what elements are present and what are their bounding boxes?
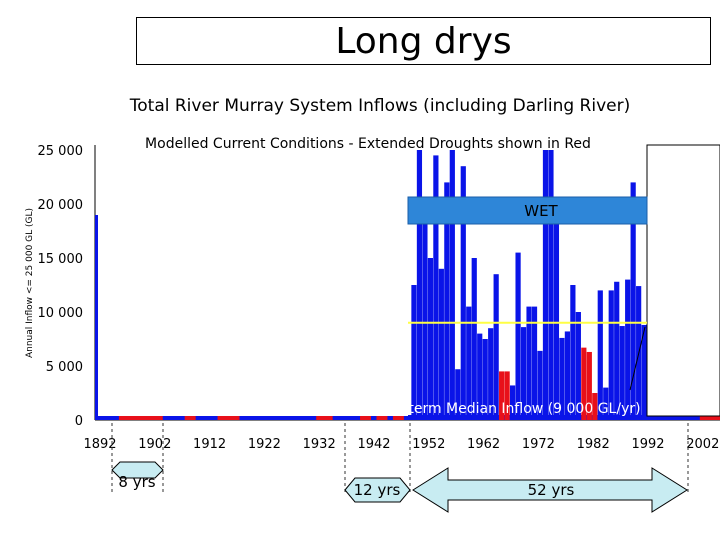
y-tick-label: 15 000 xyxy=(38,252,84,267)
drought-strip xyxy=(376,415,388,420)
bar xyxy=(641,324,647,420)
y-axis-title: Annual Inflow <= 25 000 GL (GL) xyxy=(25,208,35,358)
bar xyxy=(603,387,609,420)
bar xyxy=(515,252,521,420)
bar xyxy=(449,150,455,420)
baseline-strip xyxy=(95,415,720,420)
bar xyxy=(531,306,538,420)
x-tick-label: 2002 xyxy=(686,437,719,452)
bar xyxy=(592,393,598,420)
bar xyxy=(411,285,417,420)
x-tick-label: 1902 xyxy=(138,437,171,452)
x-tick-label: 1952 xyxy=(412,437,445,452)
y-tick-label: 10 000 xyxy=(38,306,84,321)
span-52-yrs: 52 yrs xyxy=(412,467,688,513)
bar xyxy=(630,182,636,420)
bar xyxy=(520,327,527,420)
y-tick-label: 5 000 xyxy=(46,360,83,375)
bar xyxy=(466,306,472,420)
bar xyxy=(581,347,587,420)
bar xyxy=(625,279,631,420)
bar xyxy=(510,385,516,420)
span-label: 8 yrs xyxy=(118,473,155,491)
left-edge-bar xyxy=(95,215,98,420)
x-tick-label: 1992 xyxy=(631,437,664,452)
span-12-yrs: 12 yrs xyxy=(344,477,411,503)
bar xyxy=(619,326,625,420)
drought-strip xyxy=(316,415,333,420)
bar xyxy=(444,182,450,420)
span-label: 52 yrs xyxy=(528,481,575,499)
bar xyxy=(570,285,576,420)
bar xyxy=(422,220,428,420)
bar xyxy=(608,290,614,420)
bar xyxy=(493,274,499,420)
y-tick-label: 20 000 xyxy=(38,198,84,213)
bar xyxy=(564,331,570,420)
bar xyxy=(526,306,532,420)
drought-strip xyxy=(118,415,163,420)
bar xyxy=(499,371,505,420)
bar xyxy=(433,155,439,420)
bar xyxy=(427,258,433,420)
tick-labels: 0 5 000 10 000 15 000 20 000 25 000 1892 1902 19… xyxy=(38,144,720,452)
median-label: Long-term Median Inflow (9 000 GL/yr) xyxy=(369,401,640,417)
left-cover-panel xyxy=(98,150,408,416)
bar xyxy=(553,198,560,420)
x-tick-label: 1922 xyxy=(248,437,281,452)
span-label: 12 yrs xyxy=(354,481,401,499)
span-arrow xyxy=(111,461,164,479)
bar xyxy=(438,268,444,420)
bar xyxy=(504,371,510,420)
drought-strip xyxy=(360,415,371,420)
drought-strip xyxy=(184,415,196,420)
x-tick-label: 1962 xyxy=(467,437,500,452)
drought-strips xyxy=(118,415,720,420)
bar xyxy=(542,150,549,420)
x-tick-label: 1982 xyxy=(577,437,610,452)
bar-series xyxy=(411,150,664,420)
bar xyxy=(477,333,483,420)
wet-label: WET xyxy=(524,202,558,220)
y-tick-label: 25 000 xyxy=(38,144,84,159)
bar xyxy=(559,337,565,420)
bar xyxy=(575,312,581,420)
wet-band xyxy=(407,196,648,225)
x-tick-label: 1942 xyxy=(357,437,390,452)
x-tick-label: 1912 xyxy=(193,437,226,452)
bar xyxy=(416,150,423,420)
x-tick-label: 1892 xyxy=(83,437,116,452)
bar xyxy=(460,166,466,420)
drought-span-annotations: 8 yrs 12 yrs 52 yrs xyxy=(111,461,688,513)
right-cover-panel xyxy=(646,144,720,417)
bar xyxy=(482,339,488,420)
bar xyxy=(537,350,543,420)
bar xyxy=(597,290,603,420)
median-pointer xyxy=(629,326,646,391)
span-arrow xyxy=(344,477,411,503)
x-tick-label: 1972 xyxy=(522,437,555,452)
drought-strip xyxy=(392,415,404,420)
bar xyxy=(488,328,494,420)
bar xyxy=(455,369,461,420)
bar xyxy=(471,258,477,420)
x-tick-label: 1932 xyxy=(303,437,336,452)
chart-title: Modelled Current Conditions - Extended D… xyxy=(145,136,591,152)
page-title: Long drys xyxy=(136,17,711,65)
span-8-yrs: 8 yrs xyxy=(111,461,164,491)
drought-strip xyxy=(699,415,720,420)
bar xyxy=(586,351,592,420)
bar xyxy=(548,150,554,420)
chart-subtitle: Total River Murray System Inflows (inclu… xyxy=(129,96,631,116)
drought-strip xyxy=(217,415,240,420)
y-tick-label: 0 xyxy=(75,414,83,429)
span-arrow xyxy=(412,467,688,513)
bar xyxy=(614,281,620,420)
